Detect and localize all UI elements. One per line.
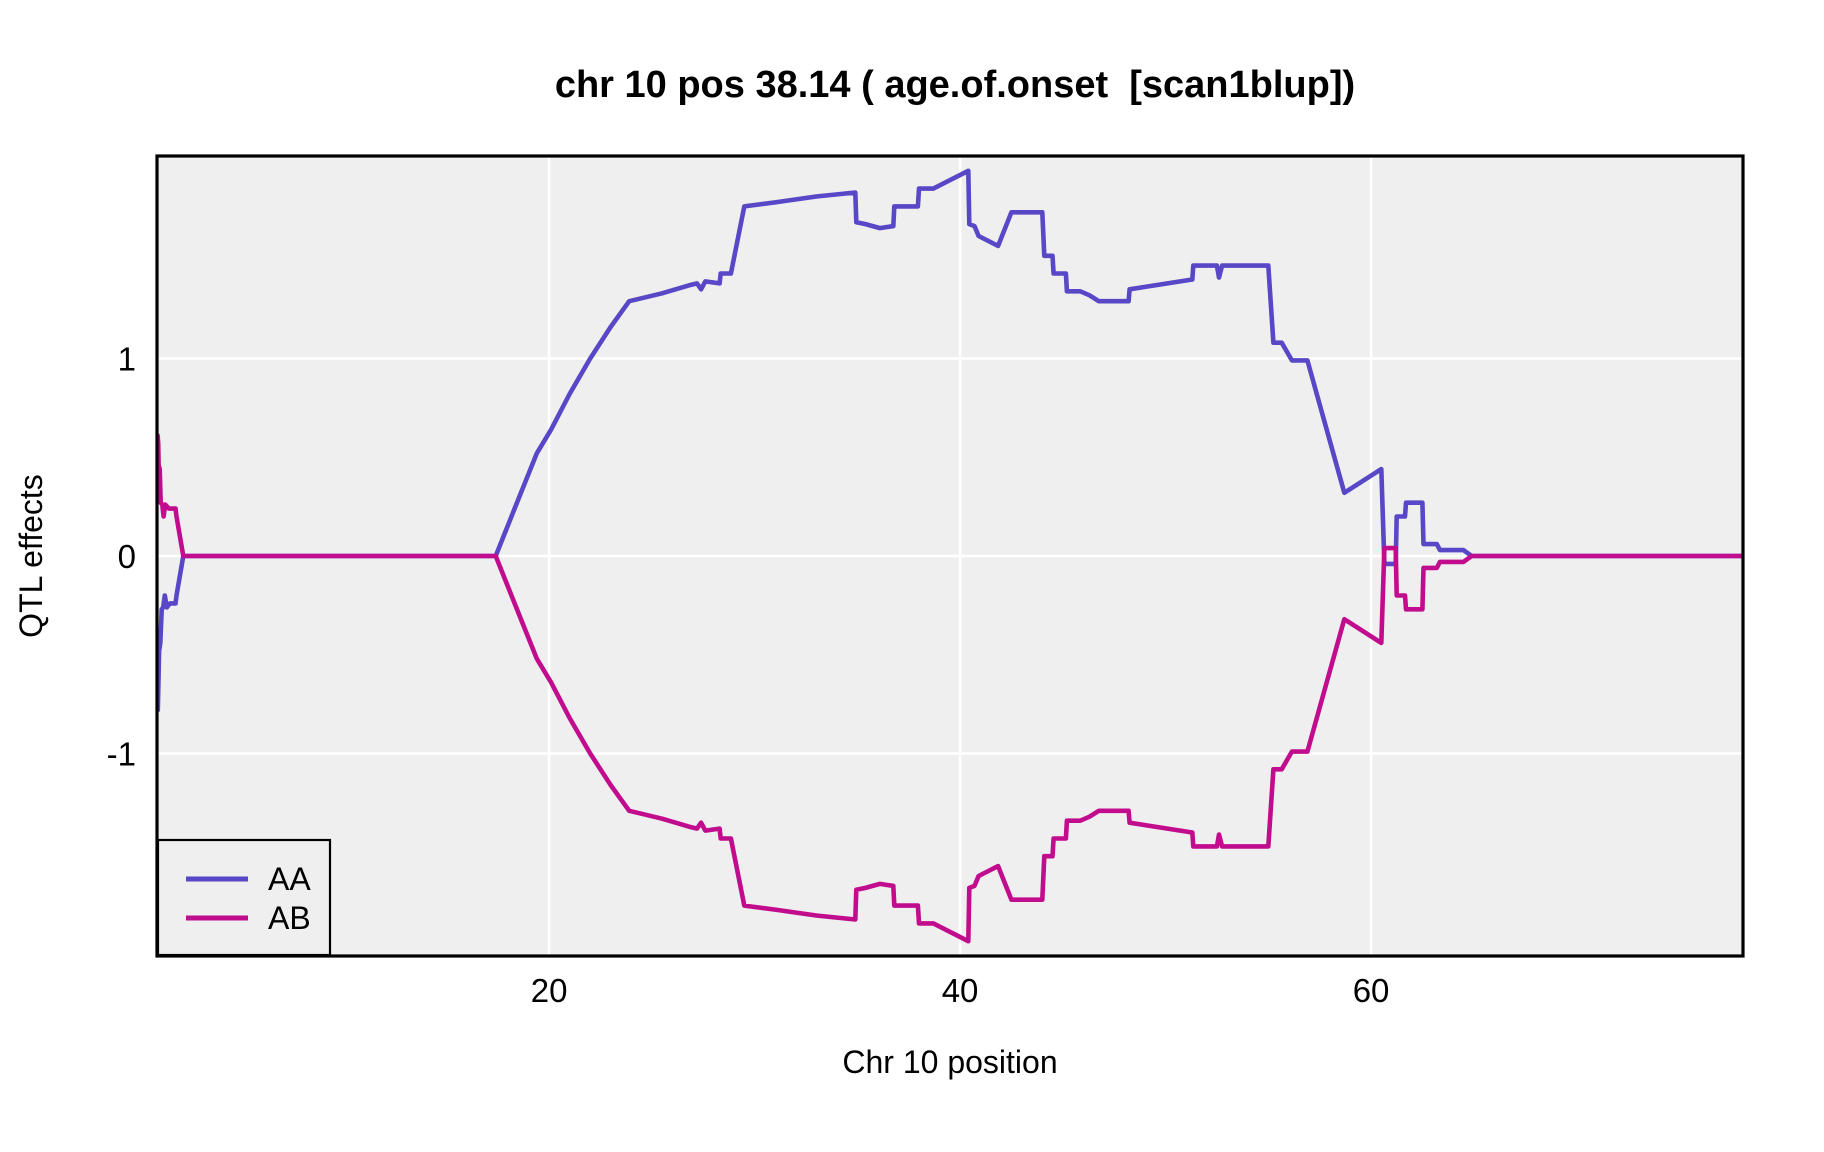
series-layer (157, 168, 1743, 944)
y-tick-label-1: 1 (118, 340, 136, 377)
x-tick-label-60: 60 (1353, 972, 1390, 1009)
legend-box (156, 838, 332, 957)
grid-layer (157, 156, 1743, 956)
x-tick-label-40: 40 (942, 972, 979, 1009)
series-line-ab (157, 433, 1743, 944)
legend-label-ab: AB (268, 900, 311, 936)
y-tick-label--1: -1 (107, 736, 136, 773)
legend-label-aa: AA (268, 861, 311, 897)
panel-border (155, 154, 1745, 958)
tick-layer: 20 40 60 -1 0 1 (107, 340, 1390, 1009)
legend: AA AB (156, 838, 332, 957)
x-tick-label-20: 20 (531, 972, 568, 1009)
y-axis-title: QTL effects (13, 474, 49, 638)
x-axis-title: Chr 10 position (842, 1044, 1057, 1080)
y-tick-label-0: 0 (118, 538, 136, 575)
chart-title: chr 10 pos 38.14 ( age.of.onset [scan1bl… (555, 64, 1355, 106)
